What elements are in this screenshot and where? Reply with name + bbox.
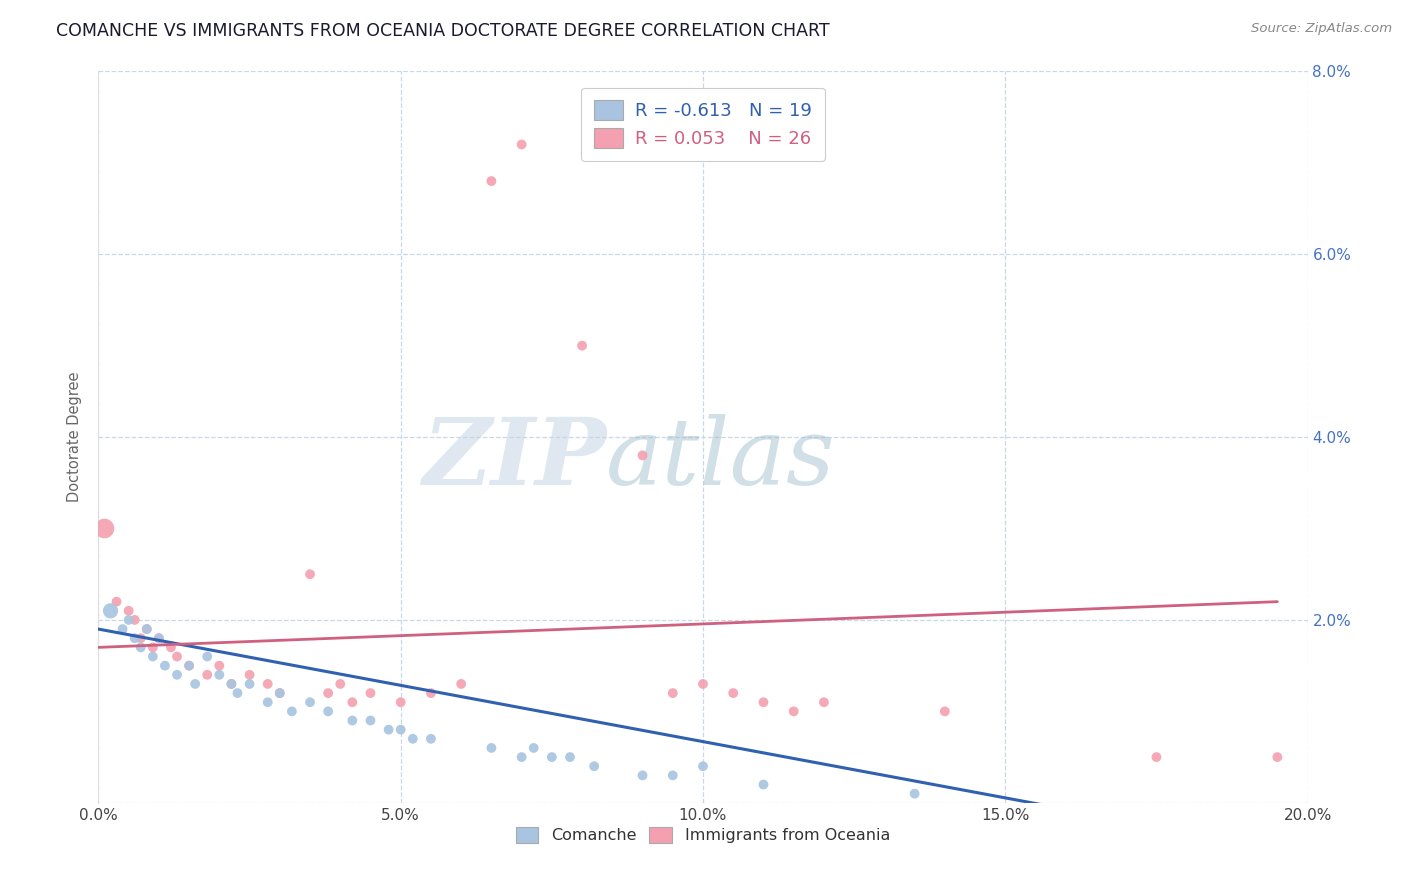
Point [195,649,218,664]
Point [389,723,412,737]
Point [179,658,201,673]
Point [142,649,165,664]
Point [571,338,593,352]
Point [208,658,231,673]
Point [360,686,382,700]
Point [179,658,201,673]
Point [118,604,141,618]
Point [129,640,152,655]
Point [160,640,183,655]
Point [377,723,399,737]
Point [904,787,927,801]
Point [481,174,503,188]
Point [420,731,443,746]
Point [208,667,231,681]
Point [1267,750,1289,764]
Text: Source: ZipAtlas.com: Source: ZipAtlas.com [1251,22,1392,36]
Point [1144,750,1167,764]
Point [631,768,654,782]
Point [723,686,745,700]
Point [166,667,188,681]
Point [111,622,134,636]
Point [510,750,533,764]
Point [129,632,152,646]
Point [450,677,472,691]
Point [752,695,775,709]
Y-axis label: Doctorate Degree: Doctorate Degree [67,372,83,502]
Point [631,449,654,463]
Legend: Comanche, Immigrants from Oceania: Comanche, Immigrants from Oceania [509,821,897,850]
Point [558,750,581,764]
Text: ZIP: ZIP [422,414,606,504]
Point [583,759,606,773]
Point [105,595,128,609]
Point [256,677,278,691]
Point [195,667,218,681]
Point [661,768,683,782]
Point [934,705,956,719]
Point [269,686,291,700]
Point [481,740,503,755]
Point [166,649,188,664]
Point [142,640,165,655]
Point [692,677,714,691]
Point [523,740,546,755]
Point [239,677,262,691]
Point [360,714,382,728]
Text: COMANCHE VS IMMIGRANTS FROM OCEANIA DOCTORATE DEGREE CORRELATION CHART: COMANCHE VS IMMIGRANTS FROM OCEANIA DOCT… [56,22,830,40]
Point [93,521,115,535]
Point [316,705,339,719]
Point [135,622,157,636]
Point [299,567,322,582]
Point [148,632,170,646]
Point [813,695,835,709]
Point [329,677,352,691]
Point [342,714,364,728]
Point [221,677,243,691]
Point [661,686,683,700]
Point [153,658,176,673]
Point [402,731,425,746]
Point [118,613,141,627]
Point [540,750,562,764]
Point [226,686,249,700]
Point [316,686,339,700]
Point [299,695,322,709]
Point [389,695,412,709]
Point [100,604,122,618]
Point [752,778,775,792]
Point [135,622,157,636]
Point [783,705,806,719]
Point [124,632,146,646]
Point [184,677,207,691]
Point [256,695,278,709]
Point [269,686,291,700]
Point [148,632,170,646]
Point [124,613,146,627]
Point [692,759,714,773]
Point [281,705,304,719]
Point [221,677,243,691]
Point [239,667,262,681]
Text: atlas: atlas [606,414,835,504]
Point [342,695,364,709]
Point [510,137,533,152]
Point [420,686,443,700]
